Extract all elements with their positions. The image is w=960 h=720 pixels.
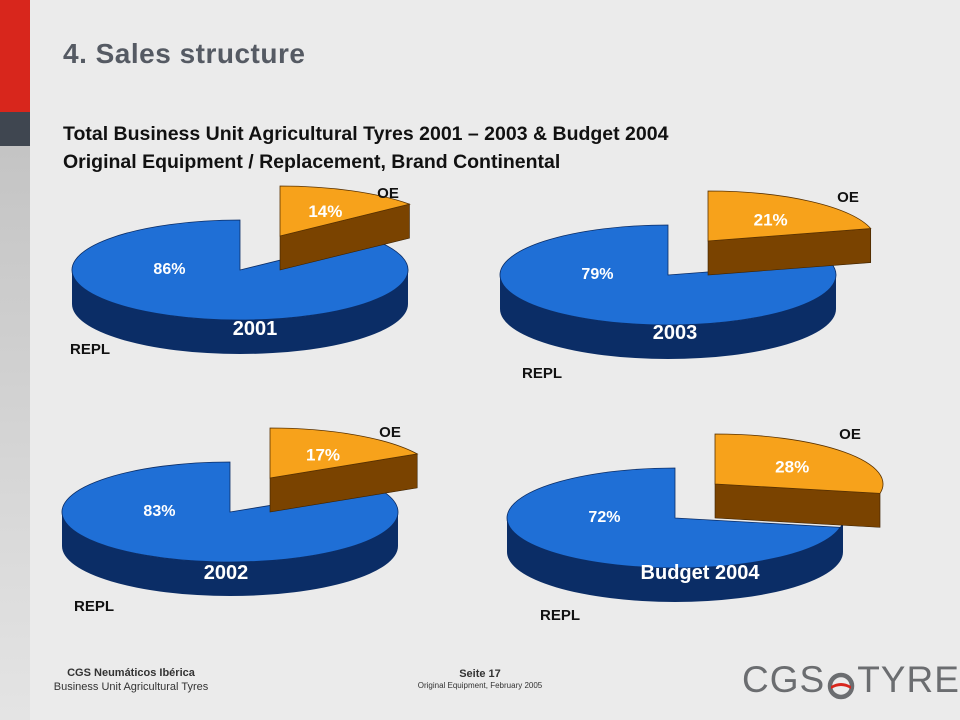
repl-slice-side: [72, 270, 408, 354]
footer-company: CGS Neumáticos Ibérica: [67, 667, 195, 679]
repl-slice-top: [499, 224, 837, 326]
subtitle-line-2: Original Equipment / Replacement, Brand …: [63, 151, 561, 173]
repl-slice-top: [506, 467, 841, 569]
repl-percent-label: 83%: [143, 503, 175, 520]
red-accent-block: [0, 0, 30, 112]
footer-page-number: Seite 17: [459, 668, 501, 680]
repl-slice-side: [507, 518, 843, 602]
repl-category-label: REPL: [522, 365, 562, 382]
chart-year-label: 2001: [233, 318, 278, 340]
oe-percent-label: 17%: [306, 445, 340, 464]
footer-page-block: Seite 17 Original Equipment, February 20…: [380, 668, 580, 692]
oe-slice-top: [269, 427, 419, 479]
logo-text-tyres: TYRES: [857, 659, 960, 700]
chart-year-label: 2003: [653, 322, 698, 344]
left-accent-bar: [0, 0, 30, 720]
chart-year-label: 2002: [204, 562, 249, 584]
oe-percent-label: 21%: [754, 210, 788, 229]
repl-percent-label: 86%: [153, 261, 185, 278]
repl-slice-side: [62, 512, 398, 596]
grey-accent-strip: [0, 146, 30, 720]
footer-unit: Business Unit Agricultural Tyres: [53, 681, 209, 693]
footer-company-block: CGS Neumáticos Ibérica Business Unit Agr…: [36, 666, 226, 694]
chart-subtitle: Total Business Unit Agricultural Tyres 2…: [63, 120, 668, 176]
subtitle-line-1: Total Business Unit Agricultural Tyres 2…: [63, 123, 669, 145]
repl-category-label: REPL: [74, 598, 114, 615]
repl-percent-label: 79%: [581, 266, 613, 283]
footer-note: Original Equipment, February 2005: [417, 681, 543, 690]
oe-slice-top: [279, 185, 411, 237]
repl-slice-top: [71, 219, 409, 321]
chart-year-label: Budget 2004: [641, 562, 761, 584]
oe-percent-label: 14%: [308, 202, 342, 221]
pie-chart-0: 14% 86% 2001 OE REPL: [70, 185, 411, 358]
repl-slice-side: [500, 275, 836, 359]
repl-category-label: REPL: [540, 607, 580, 624]
logo-text-cgs: CGS: [742, 659, 826, 700]
oe-category-label: OE: [839, 426, 861, 443]
repl-category-label: REPL: [70, 341, 110, 358]
repl-percent-label: 72%: [588, 509, 620, 526]
repl-slice-top: [61, 461, 399, 563]
oe-category-label: OE: [379, 424, 401, 441]
oe-slice-top: [707, 190, 872, 242]
logo-o-mark-icon: [827, 667, 855, 700]
oe-percent-label: 28%: [775, 457, 809, 476]
dark-accent-block: [0, 112, 30, 146]
oe-category-label: OE: [837, 189, 859, 206]
cgs-tyres-logo: CGS TYRES: [742, 659, 960, 700]
pie-chart-3: 28% 72% Budget 2004 OE REPL: [506, 426, 884, 624]
pie-chart-2: 17% 83% 2002 OE REPL: [61, 424, 419, 615]
pie-chart-1: 21% 79% 2003 OE REPL: [499, 189, 872, 382]
page-title: 4. Sales structure: [63, 38, 306, 69]
oe-category-label: OE: [377, 185, 399, 202]
oe-slice-top: [714, 433, 884, 494]
